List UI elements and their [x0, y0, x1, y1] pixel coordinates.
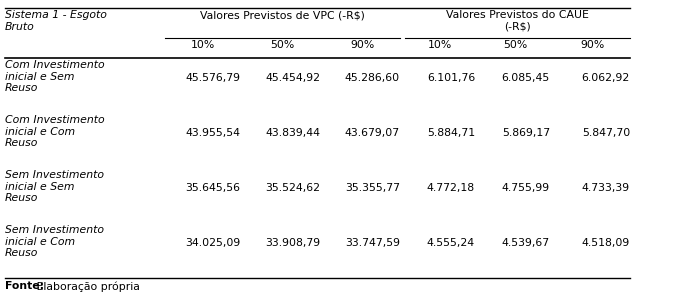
Text: 6.085,45: 6.085,45 — [502, 73, 550, 83]
Text: 35.645,56: 35.645,56 — [185, 183, 240, 193]
Text: 43.955,54: 43.955,54 — [185, 128, 240, 138]
Text: 45.454,92: 45.454,92 — [265, 73, 320, 83]
Text: Com Investimento
inicial e Sem
Reuso: Com Investimento inicial e Sem Reuso — [5, 60, 105, 93]
Text: 43.839,44: 43.839,44 — [265, 128, 320, 138]
Text: Valores Previstos de VPC (-R$): Valores Previstos de VPC (-R$) — [200, 10, 365, 20]
Text: 5.847,70: 5.847,70 — [582, 128, 630, 138]
Text: Sem Investimento
inicial e Sem
Reuso: Sem Investimento inicial e Sem Reuso — [5, 170, 104, 203]
Text: 4.555,24: 4.555,24 — [427, 238, 475, 248]
Text: 5.884,71: 5.884,71 — [427, 128, 475, 138]
Text: 35.524,62: 35.524,62 — [265, 183, 320, 193]
Text: 35.355,77: 35.355,77 — [345, 183, 400, 193]
Text: 43.679,07: 43.679,07 — [345, 128, 400, 138]
Text: 4.733,39: 4.733,39 — [582, 183, 630, 193]
Text: Com Investimento
inicial e Com
Reuso: Com Investimento inicial e Com Reuso — [5, 115, 105, 148]
Text: Sem Investimento
inicial e Com
Reuso: Sem Investimento inicial e Com Reuso — [5, 225, 104, 258]
Text: 5.869,17: 5.869,17 — [502, 128, 550, 138]
Text: Valores Previstos do CAUE
(-R$): Valores Previstos do CAUE (-R$) — [446, 10, 589, 32]
Text: 4.755,99: 4.755,99 — [502, 183, 550, 193]
Text: 4.518,09: 4.518,09 — [582, 238, 630, 248]
Text: 4.539,67: 4.539,67 — [502, 238, 550, 248]
Text: 90%: 90% — [581, 40, 605, 50]
Text: 50%: 50% — [270, 40, 295, 50]
Text: 4.772,18: 4.772,18 — [427, 183, 475, 193]
Text: 45.286,60: 45.286,60 — [345, 73, 400, 83]
Text: 50%: 50% — [503, 40, 527, 50]
Text: 34.025,09: 34.025,09 — [185, 238, 240, 248]
Text: 6.062,92: 6.062,92 — [582, 73, 630, 83]
Text: 45.576,79: 45.576,79 — [185, 73, 240, 83]
Text: 33.747,59: 33.747,59 — [345, 238, 400, 248]
Text: 10%: 10% — [190, 40, 215, 50]
Text: 10%: 10% — [428, 40, 452, 50]
Text: Fonte:: Fonte: — [5, 281, 44, 291]
Text: Sistema 1 - Esgoto
Bruto: Sistema 1 - Esgoto Bruto — [5, 10, 107, 32]
Text: 33.908,79: 33.908,79 — [265, 238, 320, 248]
Text: 6.101,76: 6.101,76 — [427, 73, 475, 83]
Text: Elaboração própria: Elaboração própria — [33, 281, 140, 291]
Text: 90%: 90% — [350, 40, 375, 50]
